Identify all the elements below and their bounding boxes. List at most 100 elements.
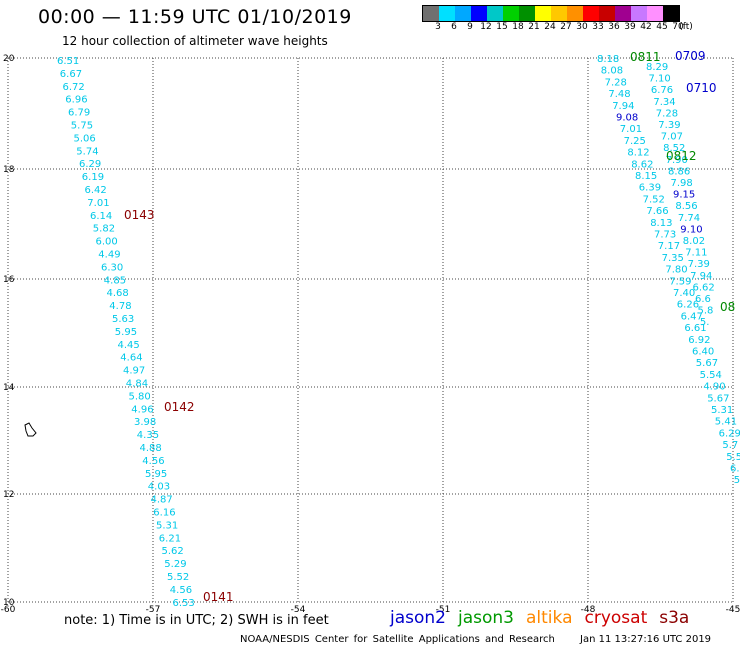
legend-label: 27 <box>560 22 572 32</box>
satellite-altika: altika <box>526 608 573 628</box>
wave-height-value: 7.28 <box>656 108 678 119</box>
credit-footer: NOAA/NESDIS Center for Satellite Applica… <box>240 634 555 645</box>
wave-height-value: 4.90 <box>703 382 725 393</box>
legend-swatch <box>631 6 647 21</box>
wave-height-value: 7.90 <box>666 155 688 166</box>
map-grid <box>7 57 734 603</box>
wave-height-value: 5.31 <box>711 405 733 416</box>
wave-height-value: 5.41 <box>715 417 737 428</box>
legend-label: 30 <box>576 22 588 32</box>
wave-height-value: 7.59 <box>669 276 691 287</box>
wave-height-value: 5.52 <box>167 572 189 583</box>
wave-height-value: 9.10 <box>680 224 702 235</box>
y-tick-label: 16 <box>3 275 15 285</box>
legend-swatch <box>487 6 503 21</box>
wave-height-value: 8.02 <box>683 236 705 247</box>
satellite-tracks: 6.51 6.67 6.72 6.96 6.79 5.755.06 5.74 6.29 6.19… <box>57 54 740 609</box>
pass-id-labels: 0143 0142 0141 0811 0812 08 0709 0710 <box>124 49 735 604</box>
legend-label: 36 <box>608 22 620 32</box>
wave-height-value: 7.39 <box>688 259 710 270</box>
map-subtitle: 12 hour collection of altimeter wave hei… <box>62 34 328 48</box>
units-note: note: 1) Time is in UTC; 2) SWH is in fe… <box>64 613 329 628</box>
wave-height-value: 4.56 <box>170 585 192 596</box>
legend-label: 9 <box>467 22 473 32</box>
legend-label: 15 <box>496 22 508 32</box>
wave-height-value: 7.40 <box>673 288 695 299</box>
y-tick-label: 18 <box>3 165 15 175</box>
legend-swatch <box>439 6 455 21</box>
wave-height-value: 8.52 <box>663 143 685 154</box>
wave-height-value: 6.26 <box>677 300 699 311</box>
wave-height-value: 7.07 <box>661 132 683 143</box>
wave-height-value: 5. <box>734 475 740 486</box>
wave-height-value: 6.30 <box>101 262 123 273</box>
wave-height-value: 8.29 <box>646 62 668 73</box>
wave-height-value: 5.7 <box>722 440 738 451</box>
satellite-jason2: jason2 <box>390 608 446 628</box>
wave-height-value: 5.54 <box>700 370 722 381</box>
wave-height-value: 4.35 <box>137 430 159 441</box>
wave-height-value: 6.39 <box>639 183 661 194</box>
wave-height-value: 5.5 <box>726 452 740 463</box>
legend-swatch <box>471 6 487 21</box>
wave-height-value: 6.42 <box>85 185 107 196</box>
legend-swatch <box>455 6 471 21</box>
x-tick-label: -57 <box>146 605 161 615</box>
wave-height-value: 7.25 <box>624 136 646 147</box>
wave-height-value: 7.98 <box>671 178 693 189</box>
wave-height-value: 6. <box>730 464 740 475</box>
wave-height-value: 6.16 <box>153 508 175 519</box>
legend-label: 45 <box>656 22 668 32</box>
wave-height-value: 8.56 <box>675 201 697 212</box>
wave-height-value: 6.67 <box>60 69 82 80</box>
pass-id-jason2: 0710 <box>686 81 717 95</box>
wave-height-value: 4.97 <box>123 366 145 377</box>
wave-height-value: 6.00 <box>96 237 118 248</box>
wave-height-value: 4.85 <box>104 275 126 286</box>
wave-height-value: 4.03 <box>148 482 170 493</box>
wave-height-value: 4.68 <box>107 288 129 299</box>
wave-height-value: 5.67 <box>696 358 718 369</box>
legend-swatch <box>519 6 535 21</box>
satellite-legend: jason2 jason3 altika cryosat s3a <box>390 608 701 628</box>
wave-height-value: 6.92 <box>688 335 710 346</box>
wave-height-value: 5.95 <box>145 469 167 480</box>
legend-swatch <box>599 6 615 21</box>
legend-label: 33 <box>592 22 604 32</box>
wave-height-value: 7.34 <box>653 97 675 108</box>
wave-height-value: 5.62 <box>162 546 184 557</box>
wave-height-value: 7.80 <box>665 265 687 276</box>
wave-height-value: 6.6 <box>695 294 711 305</box>
wave-height-value: 4.78 <box>109 301 131 312</box>
wave-height-value: 5.82 <box>93 224 115 235</box>
wave-height-value: 5. <box>700 317 710 328</box>
wave-height-value: 7.52 <box>643 194 665 205</box>
wave-height-value: 3.98 <box>134 417 156 428</box>
y-tick-label: 10 <box>3 598 15 608</box>
pass-id-cryosat: 0142 <box>164 400 195 414</box>
wave-height-value: 5.80 <box>129 391 151 402</box>
legend-swatch <box>647 6 663 21</box>
wave-height-value: 5.63 <box>112 314 134 325</box>
legend-swatch <box>503 6 519 21</box>
wave-height-value: 5.74 <box>76 146 98 157</box>
legend-label: 24 <box>544 22 556 32</box>
legend-label: 18 <box>512 22 524 32</box>
wave-height-value: 7.01 <box>620 124 642 135</box>
wave-height-value: 8.18 <box>597 54 619 65</box>
wave-height-value: 5.31 <box>156 520 178 531</box>
wave-height-value: 6.51 <box>57 56 79 67</box>
wave-height-value: 6.14 <box>90 211 112 222</box>
legend-swatch <box>535 6 551 21</box>
wave-height-value: 7.66 <box>646 206 668 217</box>
wave-height-value: 5.06 <box>74 133 96 144</box>
legend-swatch <box>615 6 631 21</box>
legend-label: 21 <box>528 22 540 32</box>
wave-height-value: 6.62 <box>693 282 715 293</box>
wave-height-value: 7.10 <box>649 74 671 85</box>
wave-height-value: 6.19 <box>82 172 104 183</box>
x-tick-label: -45 <box>726 605 740 615</box>
y-tick-label: 14 <box>3 383 15 393</box>
wave-height-value: 7.01 <box>87 198 109 209</box>
wave-height-value: 7.48 <box>608 89 630 100</box>
